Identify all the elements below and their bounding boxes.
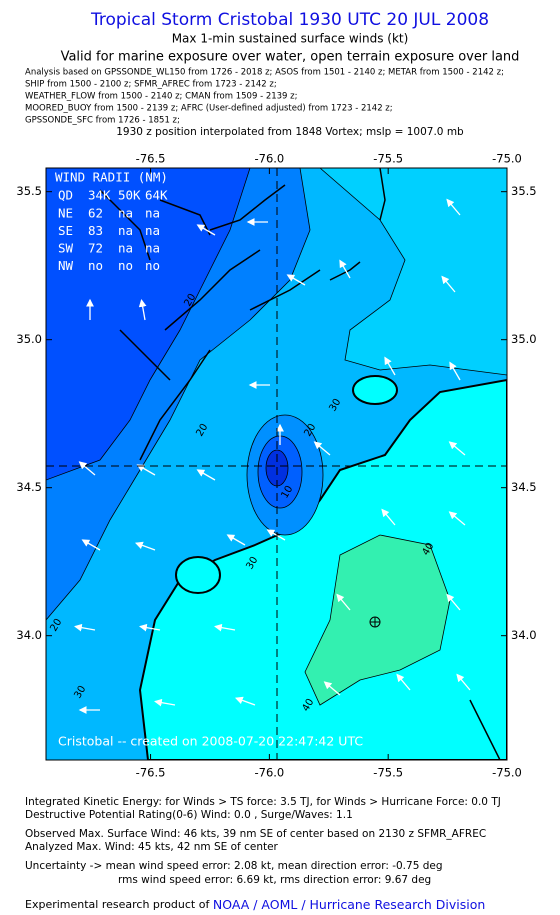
title: Tropical Storm Cristobal 1930 UTC 20 JUL… [90, 10, 489, 30]
wind-radii-cell: na [145, 223, 160, 238]
wind-radii-cell: no [88, 258, 103, 273]
wind-radii-cell: no [145, 258, 160, 273]
contour-band [138, 378, 507, 760]
footer-line: Analyzed Max. Wind: 45 kts, 42 nm SE of … [25, 841, 279, 853]
contour-band [46, 168, 251, 481]
wind-arrow [139, 623, 161, 632]
wind-radii-header: 50K [118, 188, 141, 203]
y-tick-label: 34.5 [511, 480, 537, 494]
wind-radii-cell: na [118, 223, 133, 238]
footer-line: rms wind speed error: 6.69 kt, rms direc… [118, 874, 431, 886]
footer-line: Integrated Kinetic Energy: for Winds > T… [25, 796, 501, 808]
coastline [99, 168, 501, 760]
wind-radii-cell: 72 [88, 241, 103, 256]
contour-island [352, 375, 398, 405]
wind-arrow [313, 441, 331, 456]
y-tick-label: 35.5 [16, 184, 42, 198]
wind-arrow [74, 623, 96, 632]
wind-arrow [384, 356, 396, 376]
wind-radii-cell: na [118, 241, 133, 256]
wind-radii-cell: na [118, 206, 133, 221]
x-tick-label: -75.0 [492, 766, 522, 780]
wind-arrow [226, 534, 246, 546]
y-tick-label: 35.0 [511, 332, 537, 346]
wind-radii-cell: SW [58, 241, 74, 256]
footer-line: Uncertainty -> mean wind speed error: 2.… [25, 860, 443, 872]
y-tick-label: 35.0 [16, 332, 42, 346]
source-line: WEATHER_FLOW from 1500 - 2140 z; CMAN fr… [25, 92, 298, 102]
footer-line: Observed Max. Surface Wind: 46 kts, 39 n… [25, 828, 486, 840]
source-line: MOORED_BUOY from 1500 - 2139 z; AFRC (Us… [25, 104, 393, 114]
x-tick-label: -76.5 [136, 766, 166, 780]
x-tick-label: -76.0 [254, 766, 284, 780]
wind-arrow [381, 508, 396, 526]
wind-arrow [339, 259, 351, 279]
wind-radii-cell: 62 [88, 206, 103, 221]
x-tick-label: -75.5 [373, 152, 403, 166]
wind-radii-title: WIND RADII (NM) [55, 170, 168, 185]
wind-radii-cell: no [118, 258, 133, 273]
x-tick-label: -75.5 [373, 766, 403, 780]
wind-radii-header: 34K [88, 188, 111, 203]
wind-arrow [441, 275, 456, 293]
product-line: Experimental research product of NOAA / … [25, 897, 485, 912]
wind-arrow [449, 361, 461, 381]
wind-arrow [446, 198, 461, 216]
wind-radii-cell: NW [58, 258, 74, 273]
wind-arrow [136, 464, 156, 476]
wind-arrow [81, 539, 101, 551]
wind-radii-cell: SE [58, 223, 73, 238]
max-wind-marker [370, 617, 380, 627]
wind-arrow [78, 461, 96, 476]
wind-arrow [448, 441, 466, 456]
contour-band [304, 534, 451, 706]
y-tick-label: 34.0 [511, 628, 537, 642]
wind-arrow [336, 593, 351, 611]
source-line: GPSSONDE_SFC from 1726 - 1851 z; [25, 116, 180, 126]
y-tick-label: 35.5 [511, 184, 537, 198]
source-line: SHIP from 1500 - 2100 z; SFMR_AFREC from… [25, 80, 277, 90]
wind-arrow [214, 623, 236, 632]
wind-arrow [196, 469, 216, 481]
x-tick-label: -76.0 [254, 152, 284, 166]
wind-arrow [396, 673, 411, 691]
wind-radii-header: 64K [145, 188, 168, 203]
wind-radii-header: QD [58, 188, 73, 203]
map-field [46, 168, 507, 760]
wind-arrow [134, 541, 156, 551]
wind-arrow [234, 696, 256, 706]
plot-frame [45, 167, 508, 761]
y-tick-label: 34.5 [16, 480, 42, 494]
x-tick-label: -75.0 [492, 152, 522, 166]
wind-radii-cell: 83 [88, 223, 103, 238]
wind-arrow [154, 698, 176, 707]
position-note: 1930 z position interpolated from 1848 V… [116, 126, 464, 138]
contour-band [319, 168, 507, 376]
y-tick-label: 34.0 [16, 628, 42, 642]
wind-arrow [448, 511, 466, 526]
wind-arrow [196, 224, 216, 236]
wind-radii-cell: na [145, 241, 160, 256]
wind-arrow [266, 529, 286, 541]
product-text: Experimental research product of [25, 898, 213, 911]
wind-radii-cell: na [145, 206, 160, 221]
wind-arrow [323, 681, 341, 696]
x-tick-label: -76.5 [136, 152, 166, 166]
wind-radii-cell: NE [58, 206, 73, 221]
source-line: Analysis based on GPSSONDE_WL150 from 17… [25, 68, 504, 78]
validity: Valid for marine exposure over water, op… [61, 50, 520, 65]
footer-line: Destructive Potential Rating(0-6) Wind: … [25, 809, 353, 821]
wind-arrow [446, 593, 461, 611]
product-org: NOAA / AOML / Hurricane Research Divisio… [213, 897, 485, 912]
subtitle: Max 1-min sustained surface winds (kt) [172, 32, 409, 46]
wind-arrow [456, 673, 471, 691]
contour-island [175, 556, 221, 594]
wind-arrow [138, 299, 147, 321]
credit: Cristobal -- created on 2008-07-20 22:47… [58, 734, 363, 749]
wind-arrow [286, 274, 306, 286]
